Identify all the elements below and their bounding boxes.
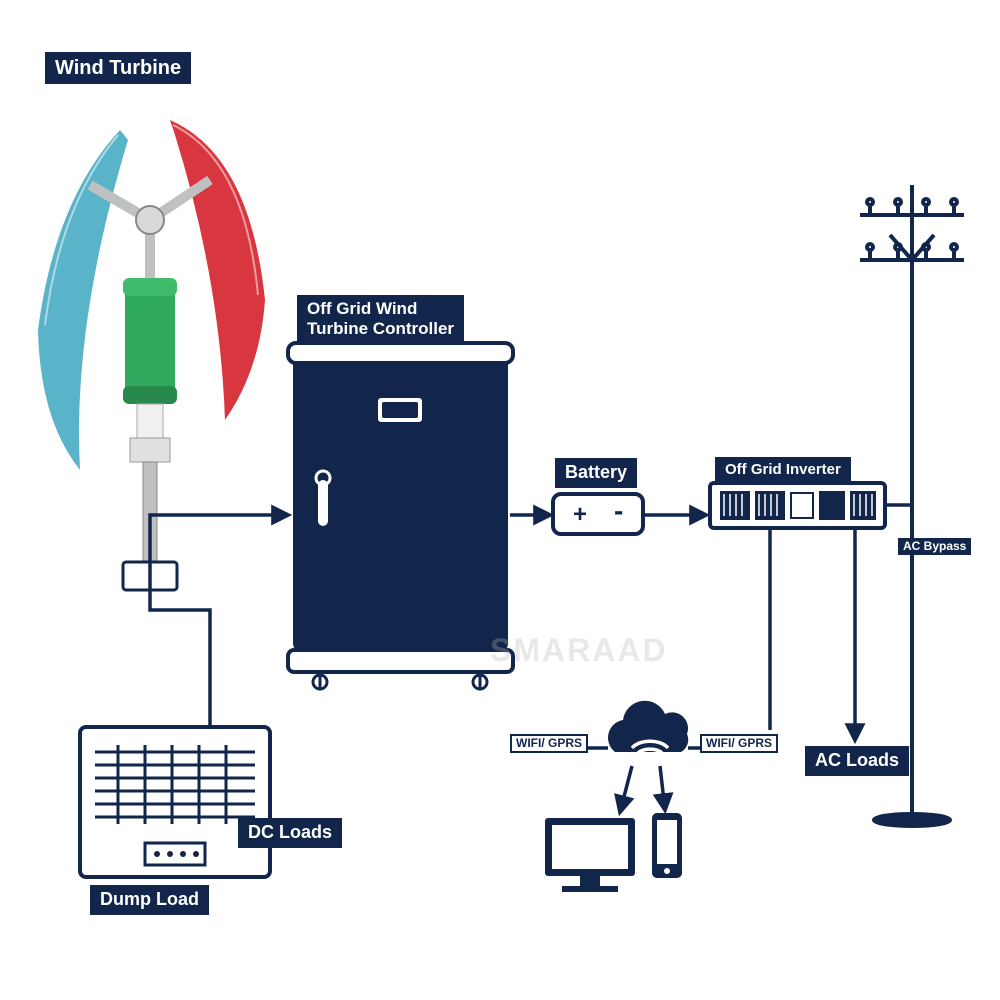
- wifi-right-label: WIFI/ GPRS: [700, 734, 778, 753]
- controller-label: Off Grid Wind Turbine Controller: [297, 295, 464, 344]
- inverter-label: Off Grid Inverter: [715, 457, 851, 483]
- ac-loads-label: AC Loads: [805, 746, 909, 776]
- cloud-wifi-icon: [608, 701, 688, 762]
- dump-load-icon: [80, 727, 270, 877]
- dump-load-label: Dump Load: [90, 885, 209, 915]
- battery-label: Battery: [555, 458, 637, 488]
- ac-bypass-label: AC Bypass: [898, 538, 971, 555]
- dc-loads-label: DC Loads: [238, 818, 342, 848]
- diagram-svg: + -: [0, 0, 1000, 1000]
- controller-icon: [288, 343, 513, 689]
- phone-icon: [652, 813, 682, 878]
- svg-text:-: -: [614, 495, 623, 526]
- monitor-icon: [545, 818, 635, 892]
- svg-text:+: +: [573, 501, 587, 528]
- watermark-text: SMARAAD: [490, 632, 668, 669]
- wind-turbine-label: Wind Turbine: [45, 52, 191, 84]
- inverter-icon: [710, 483, 885, 528]
- battery-icon: + -: [553, 494, 643, 534]
- wifi-left-label: WIFI/ GPRS: [510, 734, 588, 753]
